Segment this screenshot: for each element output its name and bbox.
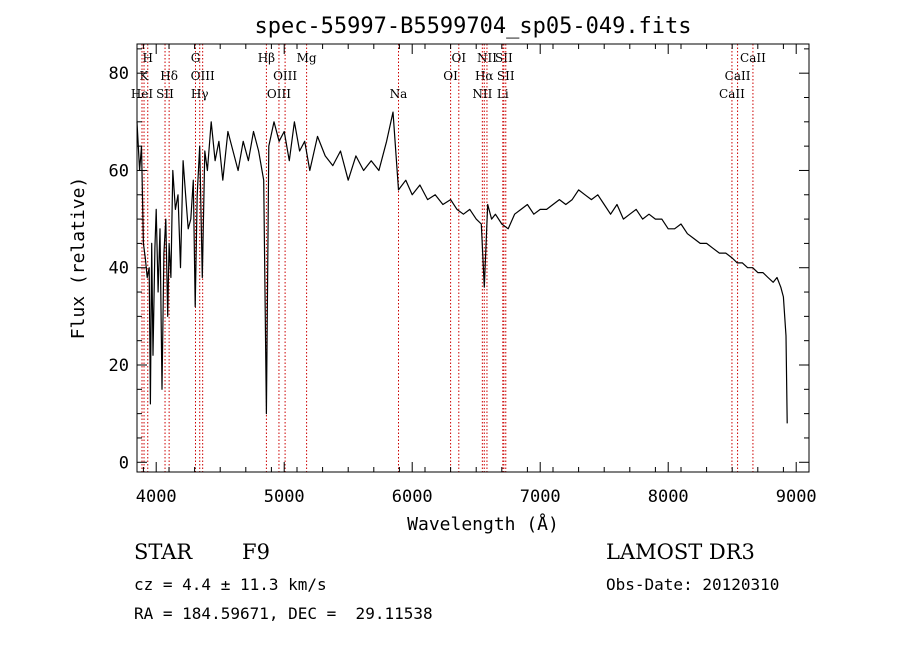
line-label: H (143, 51, 153, 65)
redshift-cz: cz = 4.4 ± 11.3 km/s (134, 575, 327, 594)
coordinates: RA = 184.59671, DEC = 29.11538 (134, 604, 433, 623)
line-label: OIII (267, 87, 291, 101)
line-label: NII (472, 87, 492, 101)
line-label: OI (443, 69, 458, 83)
line-label: OIII (273, 69, 297, 83)
line-label: OIII (191, 69, 215, 83)
y-tick-label: 0 (119, 453, 129, 473)
line-label: Hδ (160, 69, 178, 83)
line-label: SII (156, 87, 174, 101)
x-tick-label: 5000 (264, 487, 305, 507)
plot-frame (136, 43, 810, 473)
line-label: SII (495, 51, 513, 65)
x-tick-label: 9000 (776, 487, 817, 507)
line-label: Na (390, 87, 408, 101)
line-label: OI (452, 51, 467, 65)
chart-title: spec-55997-B5599704_sp05-049.fits (254, 14, 691, 39)
spectrum-line (136, 111, 788, 424)
x-axis-label: Wavelength (Å) (407, 513, 559, 535)
object-class: STAR (134, 540, 193, 564)
line-label: Hα (475, 69, 494, 83)
survey-name: LAMOST DR3 (606, 540, 755, 564)
x-tick-label: 7000 (520, 487, 561, 507)
line-label: K (140, 69, 150, 83)
line-label: CaII (725, 69, 751, 83)
x-tick-label: 8000 (648, 487, 689, 507)
y-tick-label: 60 (109, 161, 129, 181)
line-label: Hγ (191, 87, 209, 101)
line-label: CaII (719, 87, 745, 101)
subclass: F9 (242, 540, 270, 564)
line-label: Li (497, 87, 509, 101)
line-label: Mg (297, 51, 317, 65)
line-label: Hβ (258, 51, 275, 65)
y-axis-label: Flux (relative) (68, 177, 89, 340)
y-tick-label: 80 (109, 64, 129, 84)
line-label: G (191, 51, 201, 65)
line-label: CaII (740, 51, 766, 65)
observation-date: Obs-Date: 20120310 (606, 575, 780, 594)
y-tick-label: 20 (109, 356, 129, 376)
line-label: HeI (131, 87, 154, 101)
y-tick-label: 40 (109, 259, 129, 279)
x-tick-label: 4000 (136, 487, 177, 507)
x-tick-label: 6000 (392, 487, 433, 507)
line-label: SII (497, 69, 515, 83)
